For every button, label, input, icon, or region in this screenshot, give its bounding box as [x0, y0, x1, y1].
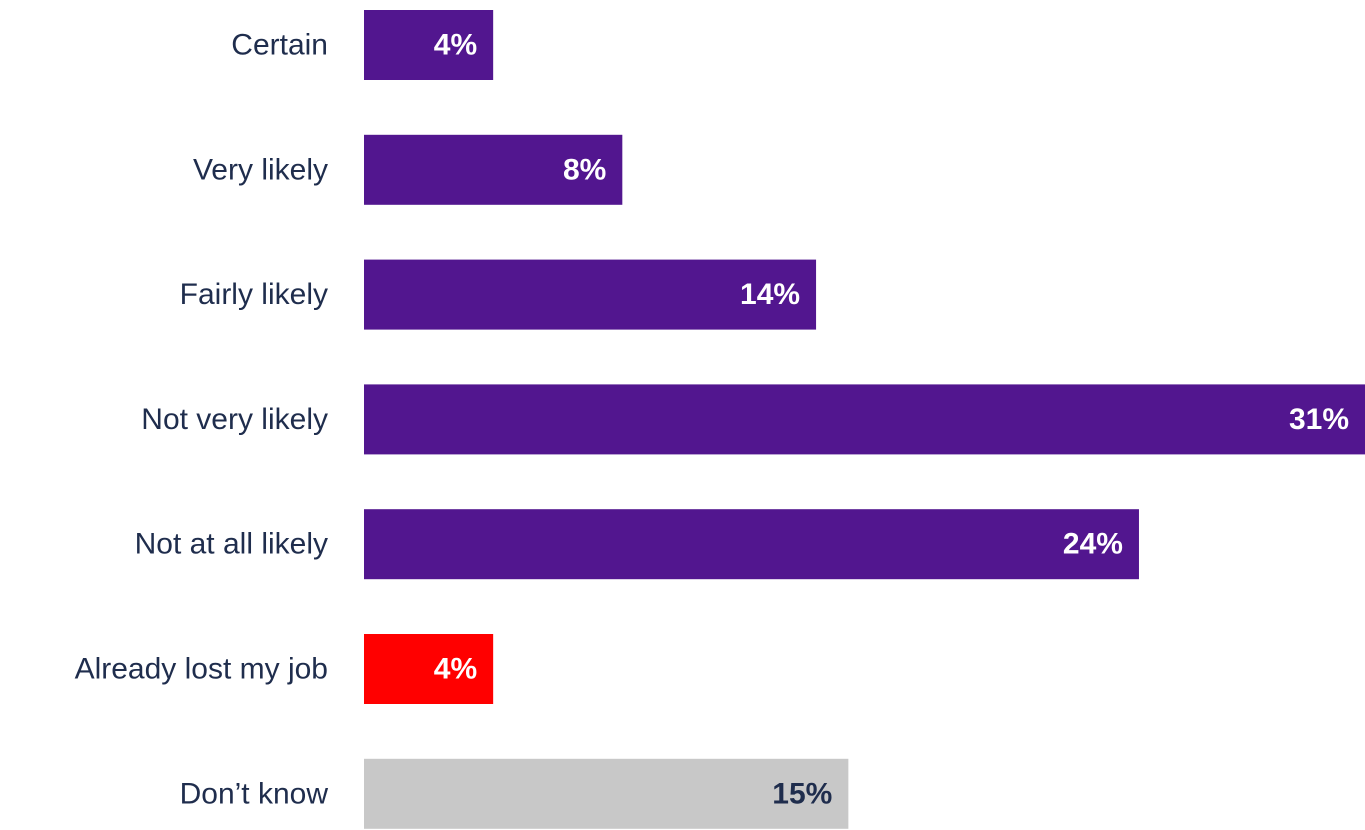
bar-already-lost-my-job: [364, 634, 494, 704]
bar-certain: [364, 10, 494, 80]
category-label-fairly-likely: Fairly likely: [180, 278, 328, 311]
bar-not-very-likely: [364, 384, 1365, 455]
value-label-fairly-likely: 14%: [740, 278, 800, 311]
category-label-not-at-all-likely: Not at all likely: [135, 528, 328, 561]
value-label-certain: 4%: [434, 29, 477, 62]
bar-not-at-all-likely: [364, 509, 1139, 580]
value-label-don-t-know: 15%: [772, 777, 832, 810]
category-label-don-t-know: Don’t know: [180, 777, 329, 810]
category-label-not-very-likely: Not very likely: [141, 403, 328, 436]
bar-very-likely: [364, 134, 623, 205]
category-label-already-lost-my-job: Already lost my job: [75, 653, 328, 686]
bar-don-t-know: [364, 758, 849, 829]
category-label-very-likely: Very likely: [193, 153, 328, 186]
bar-fairly-likely: [364, 259, 817, 330]
value-label-not-at-all-likely: 24%: [1063, 528, 1123, 561]
value-label-not-very-likely: 31%: [1289, 403, 1349, 436]
value-label-very-likely: 8%: [563, 153, 606, 186]
value-label-already-lost-my-job: 4%: [434, 653, 477, 686]
category-label-certain: Certain: [231, 29, 328, 62]
